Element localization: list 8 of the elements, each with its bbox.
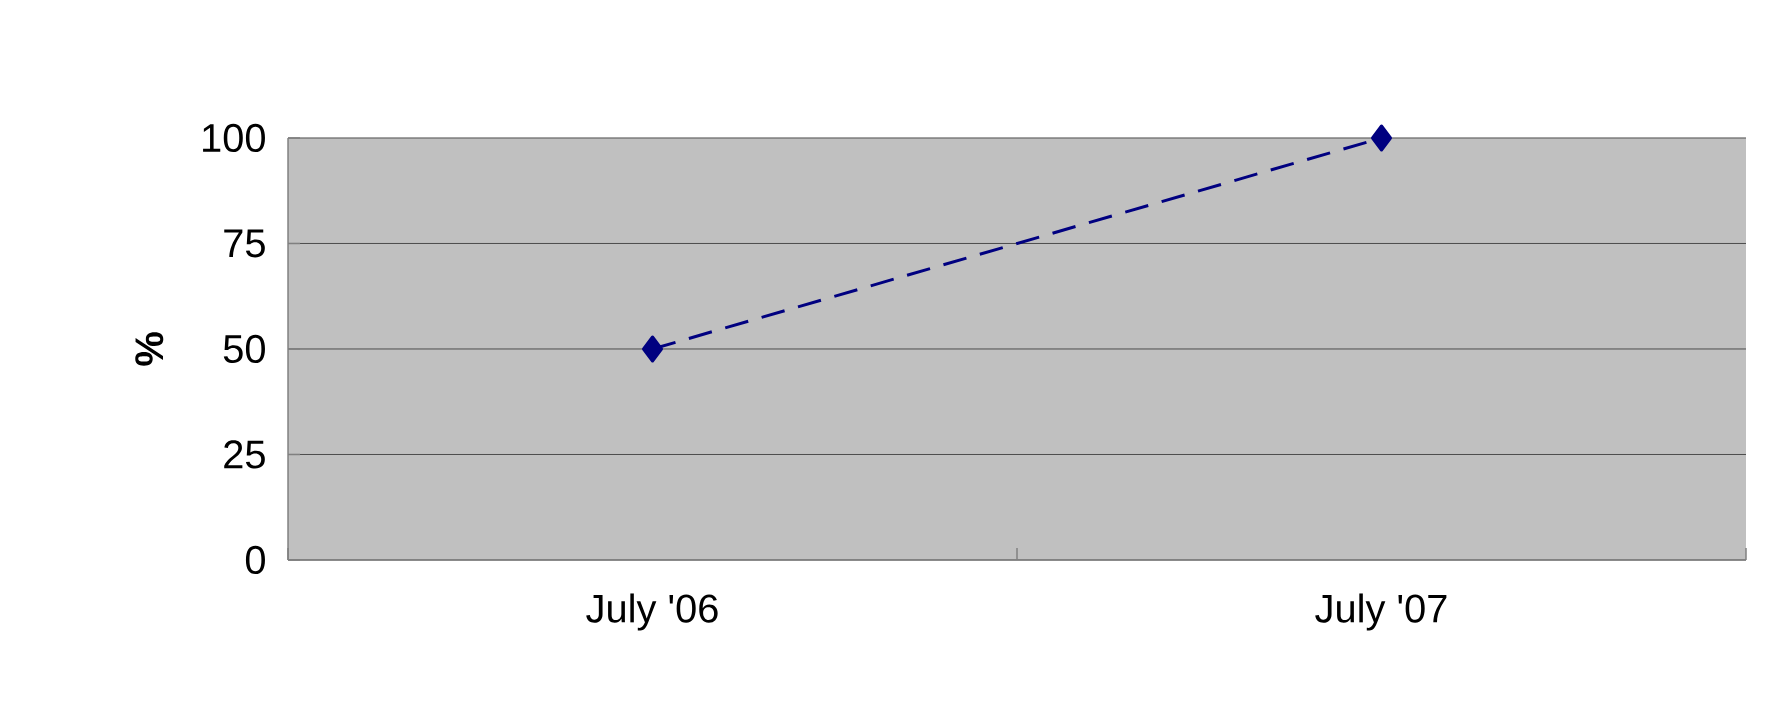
y-tick-label: 75 — [224, 229, 265, 258]
y-tick-label: 50 — [223, 334, 265, 364]
y-tick-label: 25 — [224, 440, 265, 469]
y-tick-label: 0 — [245, 545, 265, 575]
x-tick-label: July '07 — [1315, 593, 1447, 631]
y-tick-label: 100 — [203, 123, 265, 153]
x-tick-label: July '06 — [586, 593, 718, 631]
y-axis-title: % — [135, 332, 164, 366]
